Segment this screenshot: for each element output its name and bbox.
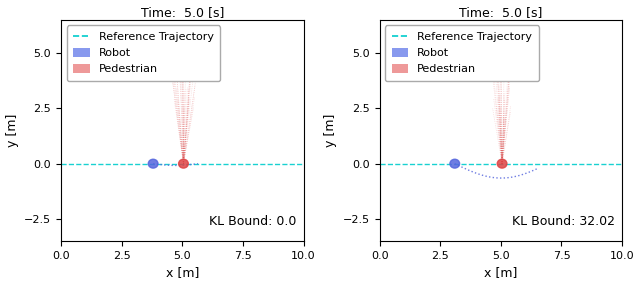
X-axis label: x [m]: x [m] (166, 266, 199, 280)
Circle shape (450, 159, 460, 168)
Y-axis label: y [m]: y [m] (6, 114, 19, 147)
Text: KL Bound: 32.02: KL Bound: 32.02 (512, 215, 615, 228)
Title: Time:  5.0 [s]: Time: 5.0 [s] (459, 5, 543, 19)
Circle shape (148, 159, 158, 168)
Legend: Reference Trajectory, Robot, Pedestrian: Reference Trajectory, Robot, Pedestrian (385, 25, 539, 81)
Circle shape (179, 159, 188, 168)
Circle shape (497, 159, 507, 168)
X-axis label: x [m]: x [m] (484, 266, 518, 280)
Title: Time:  5.0 [s]: Time: 5.0 [s] (141, 5, 224, 19)
Text: KL Bound: 0.0: KL Bound: 0.0 (209, 215, 296, 228)
Legend: Reference Trajectory, Robot, Pedestrian: Reference Trajectory, Robot, Pedestrian (67, 25, 220, 81)
Y-axis label: y [m]: y [m] (324, 114, 337, 147)
